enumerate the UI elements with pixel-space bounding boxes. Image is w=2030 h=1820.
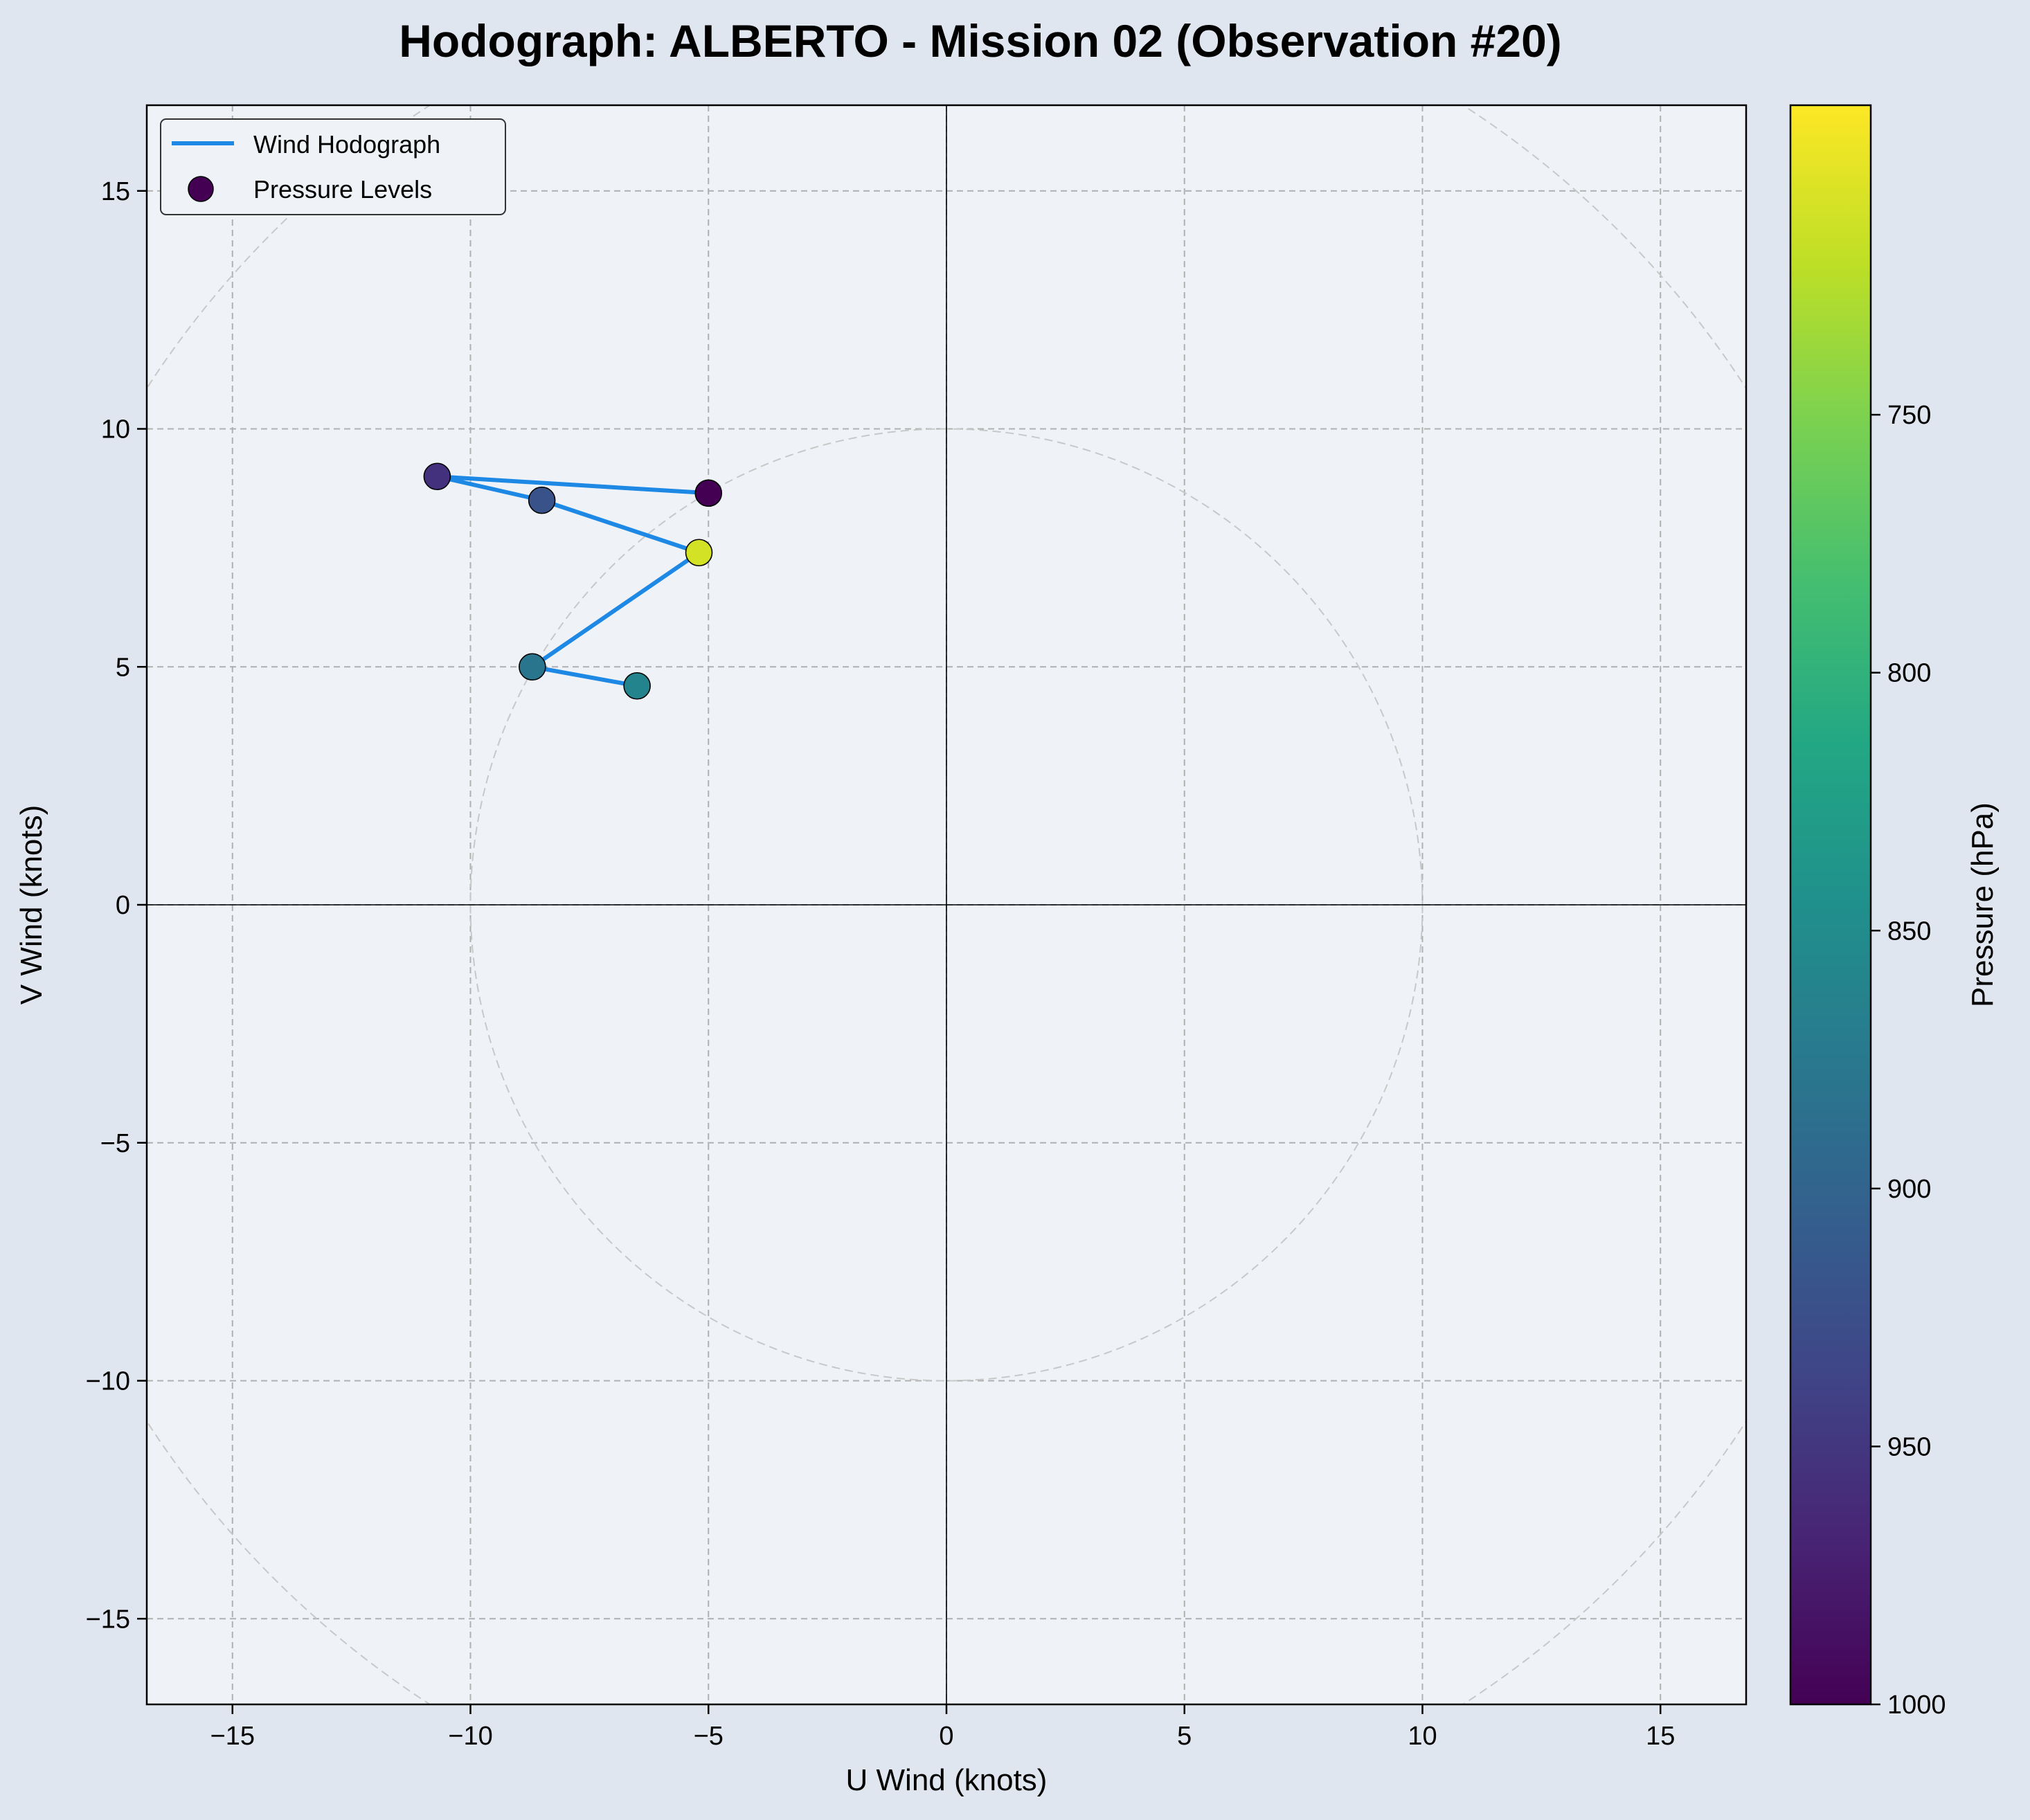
legend-label-pressure-levels: Pressure Levels xyxy=(253,175,432,204)
legend: Wind Hodograph Pressure Levels xyxy=(160,118,506,215)
x-tick-label: −5 xyxy=(694,1722,724,1751)
y-tick-label: −10 xyxy=(86,1367,130,1396)
colorbar-label: Pressure (hPa) xyxy=(1966,802,2000,1007)
chart-title: Hodograph: ALBERTO - Mission 02 (Observa… xyxy=(399,15,1562,66)
pressure-level-point xyxy=(685,539,713,567)
pressure-level-point xyxy=(519,653,546,681)
colorbar-tick-label: 850 xyxy=(1887,917,1931,946)
pressure-level-point xyxy=(694,479,723,507)
colorbar-ticks: 1000 950 900 850 800 750 xyxy=(1871,401,1946,1720)
series-layer xyxy=(423,462,723,700)
y-tick-label: −5 xyxy=(100,1129,130,1158)
legend-marker-swatch xyxy=(188,176,214,202)
y-axis-label: V Wind (knots) xyxy=(15,805,48,1005)
pressure-level-point xyxy=(423,462,451,491)
pressure-level-point xyxy=(528,486,556,514)
hodograph-line xyxy=(435,474,711,688)
colorbar-tick-label: 750 xyxy=(1887,401,1931,430)
legend-box xyxy=(160,118,506,215)
colorbar-tick-label: 1000 xyxy=(1887,1691,1946,1720)
colorbar xyxy=(1789,104,1872,1706)
colorbar-tick-label: 950 xyxy=(1887,1432,1931,1461)
x-tick-label: 15 xyxy=(1646,1722,1675,1751)
x-tick-label: −15 xyxy=(210,1722,255,1751)
pressure-level-point xyxy=(623,672,651,700)
axis-ticks: −15 −10 −5 0 5 10 15 −15 −10 −5 0 5 10 15 xyxy=(86,177,1676,1751)
colorbar-tick-label: 800 xyxy=(1887,659,1931,688)
y-tick-label: 5 xyxy=(116,653,130,682)
x-tick-label: 0 xyxy=(939,1722,953,1751)
zero-axes xyxy=(147,105,1746,1704)
y-tick-label: 10 xyxy=(101,415,130,444)
y-tick-label: 0 xyxy=(116,891,130,920)
x-tick-label: 10 xyxy=(1408,1722,1437,1751)
x-tick-label: −10 xyxy=(448,1722,492,1751)
x-axis-label: U Wind (knots) xyxy=(846,1763,1048,1797)
y-tick-label: 15 xyxy=(101,177,130,206)
y-tick-label: −15 xyxy=(86,1605,130,1634)
colorbar-tick-label: 900 xyxy=(1887,1175,1931,1204)
x-tick-label: 5 xyxy=(1177,1722,1192,1751)
legend-label-wind-hodograph: Wind Hodograph xyxy=(253,130,440,159)
